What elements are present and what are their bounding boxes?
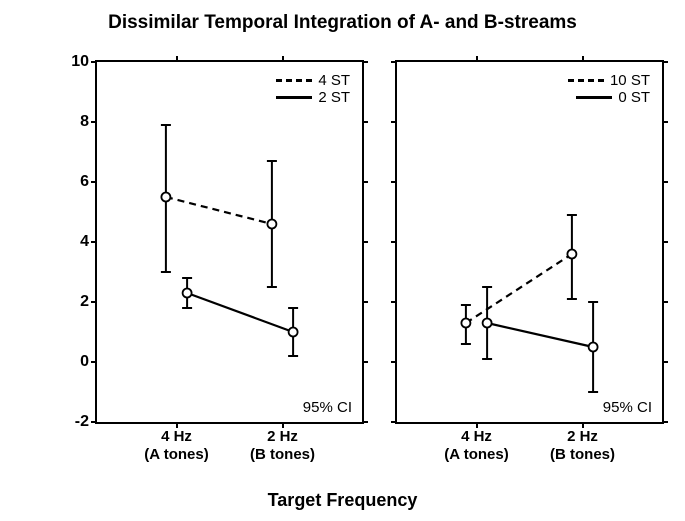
x-tick-label: 2 Hz(B tones) — [250, 422, 315, 464]
data-marker — [461, 319, 470, 328]
series-line — [187, 293, 293, 332]
y-tick-label: 8 — [80, 113, 97, 131]
y-tick-label: 10 — [71, 53, 97, 71]
y-tick-label: 0 — [80, 353, 97, 371]
series-line — [166, 197, 272, 224]
data-marker — [289, 328, 298, 337]
y-tick-label: -2 — [75, 413, 97, 431]
data-marker — [483, 319, 492, 328]
x-axis-label: Target Frequency — [0, 490, 685, 511]
y-tick-label: 4 — [80, 233, 97, 251]
chart-title: Dissimilar Temporal Integration of A- an… — [0, 12, 685, 34]
right-panel: 95% CI 10 ST0 ST 4 Hz(A tones)2 Hz(B ton… — [395, 60, 664, 424]
x-tick-label: 4 Hz(A tones) — [444, 422, 508, 464]
x-tick-label: 2 Hz(B tones) — [550, 422, 615, 464]
data-marker — [589, 343, 598, 352]
x-tick-label: 4 Hz(A tones) — [144, 422, 208, 464]
y-tick-label: 6 — [80, 173, 97, 191]
left-panel: 95% CI 4 ST2 ST -202468104 Hz(A tones)2 … — [95, 60, 364, 424]
data-marker — [267, 220, 276, 229]
series-line — [487, 323, 593, 347]
y-tick-label: 2 — [80, 293, 97, 311]
data-marker — [183, 289, 192, 298]
plot-right — [397, 62, 662, 422]
data-marker — [161, 193, 170, 202]
data-marker — [567, 250, 576, 259]
series-line — [466, 254, 572, 323]
chart-container: Dissimilar Temporal Integration of A- an… — [0, 0, 685, 521]
plot-left — [97, 62, 362, 422]
